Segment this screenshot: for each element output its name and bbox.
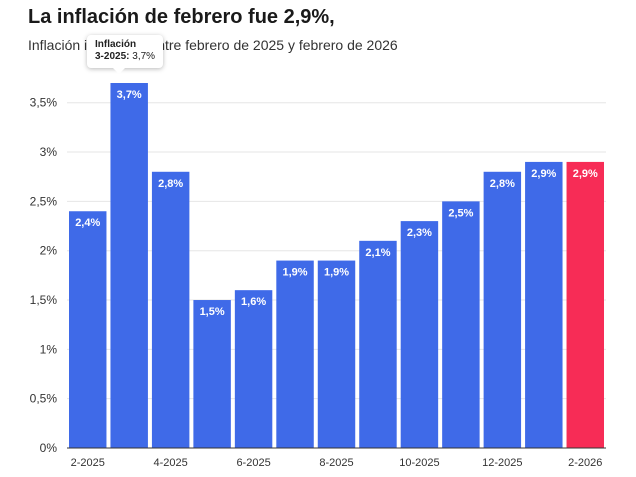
x-tick-label: 10-2025 bbox=[399, 457, 439, 469]
data-label: 1,9% bbox=[282, 267, 307, 279]
data-label: 2,9% bbox=[573, 168, 598, 180]
data-label: 2,9% bbox=[531, 168, 556, 180]
data-label: 2,8% bbox=[158, 178, 183, 190]
y-tick-label: 0% bbox=[40, 441, 58, 455]
bar-10-2025 bbox=[400, 221, 439, 448]
y-tick-label: 2,5% bbox=[30, 194, 58, 208]
y-tick-label: 3% bbox=[40, 145, 58, 159]
x-tick-label: 2-2026 bbox=[568, 457, 602, 469]
chart-title: La inflación de febrero fue 2,9%, bbox=[28, 6, 335, 28]
data-label: 2,1% bbox=[365, 247, 390, 259]
data-label: 2,3% bbox=[407, 227, 432, 239]
y-tick-label: 2% bbox=[40, 244, 58, 258]
data-label: 2,5% bbox=[448, 207, 473, 219]
x-tick-label: 12-2025 bbox=[482, 457, 522, 469]
tooltip-value: 3,7% bbox=[132, 51, 156, 62]
tooltip-heading: Inflación bbox=[95, 39, 137, 50]
bar-2-2025 bbox=[69, 211, 107, 448]
bar-3-2025 bbox=[110, 83, 148, 448]
bar-2-2026 bbox=[566, 161, 604, 448]
data-label: 2,4% bbox=[75, 217, 100, 229]
bar-11-2025 bbox=[442, 201, 480, 448]
bar-7-2025 bbox=[276, 260, 314, 448]
tooltip-category: 3-2025 bbox=[95, 51, 127, 62]
bar-9-2025 bbox=[359, 240, 397, 448]
bar-4-2025 bbox=[151, 171, 190, 448]
x-tick-label: 8-2025 bbox=[319, 457, 353, 469]
data-label: 1,9% bbox=[324, 267, 349, 279]
bar-8-2025 bbox=[317, 260, 356, 448]
y-tick-label: 1,5% bbox=[30, 293, 58, 307]
x-tick-label: 6-2025 bbox=[236, 457, 270, 469]
tooltip: Inflación 3-2025: 3,7% bbox=[87, 35, 164, 74]
data-label: 1,5% bbox=[200, 306, 225, 318]
y-tick-label: 1% bbox=[40, 342, 58, 356]
y-tick-label: 0,5% bbox=[30, 392, 58, 406]
x-tick-label: 4-2025 bbox=[154, 457, 188, 469]
bar-1-2026 bbox=[525, 161, 563, 448]
bar-6-2025 bbox=[234, 290, 273, 448]
tooltip-arrow bbox=[113, 68, 125, 74]
x-tick-label: 2-2025 bbox=[71, 457, 105, 469]
y-tick-label: 3,5% bbox=[30, 96, 58, 110]
data-label: 2,8% bbox=[490, 178, 515, 190]
data-label: 1,6% bbox=[241, 296, 266, 308]
bar-12-2025 bbox=[483, 171, 522, 448]
data-label: 3,7% bbox=[117, 89, 142, 101]
bar-5-2025 bbox=[193, 300, 231, 448]
